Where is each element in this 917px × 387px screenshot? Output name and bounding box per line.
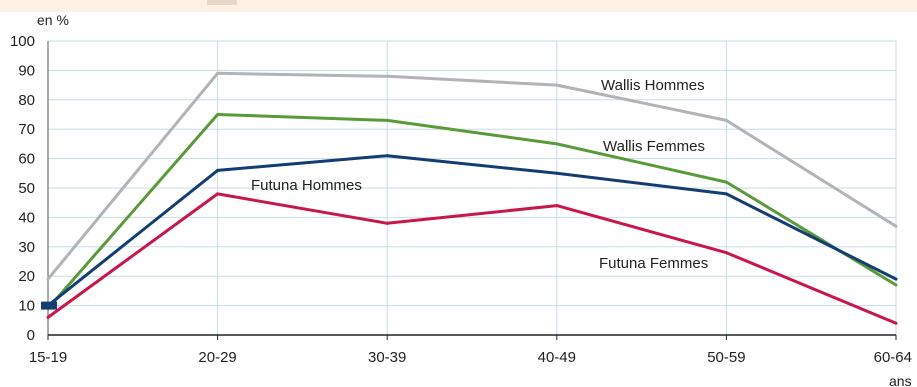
series-label: Futuna Femmes	[599, 255, 708, 272]
data-point	[385, 221, 389, 225]
data-point	[724, 180, 728, 184]
data-point	[216, 192, 220, 196]
y-tick-label: 70	[18, 121, 35, 138]
data-point	[216, 113, 220, 116]
x-tick-label: 60-64	[874, 349, 912, 366]
series-line-wallis-hommes	[46, 71, 897, 281]
data-point	[894, 321, 898, 325]
data-point	[894, 224, 898, 228]
data-point	[724, 192, 728, 196]
y-tick-label: 40	[18, 209, 35, 226]
y-axis-label: en %	[37, 12, 69, 28]
data-point	[385, 118, 389, 122]
series-line-wallis-femmes	[46, 113, 897, 310]
series-start-marker	[41, 301, 57, 310]
data-point	[894, 277, 898, 281]
x-tick-label: 40-49	[538, 349, 576, 366]
series-line-futuna-femmes	[47, 192, 897, 325]
y-tick-label: 90	[18, 62, 35, 79]
data-point	[724, 251, 728, 255]
series-label: Wallis Hommes	[601, 77, 705, 94]
y-tick-label: 10	[18, 298, 35, 315]
data-point	[385, 74, 389, 78]
x-tick-label: 50-59	[707, 349, 745, 366]
data-point	[216, 168, 220, 172]
x-tick-labels: 15-19 20-29 30-39 40-49 50-59 60-64	[29, 349, 912, 366]
y-tick-labels: 0 10 20 30 40 50 60 70 80 90 100	[10, 33, 35, 344]
x-axis-unit-label: ans	[889, 373, 912, 387]
data-point	[555, 142, 559, 146]
data-point	[894, 283, 898, 287]
grid	[48, 40, 897, 335]
data-point	[555, 171, 559, 175]
series-labels: Wallis Hommes Wallis Femmes Futuna Hommes F…	[251, 77, 708, 272]
y-tick-label: 30	[18, 239, 35, 256]
series-label: Futuna Hommes	[251, 177, 362, 194]
data-point	[555, 83, 559, 87]
y-tick-label: 0	[27, 327, 35, 344]
y-tick-label: 50	[18, 180, 35, 197]
x-tick-label: 15-19	[29, 349, 67, 366]
header-band-fragment	[207, 0, 237, 5]
x-tick-label: 20-29	[198, 349, 236, 366]
data-point	[555, 204, 559, 208]
data-point	[46, 277, 50, 281]
y-tick-label: 20	[18, 268, 35, 285]
series-line-futuna-hommes	[47, 154, 897, 307]
data-point	[216, 71, 220, 75]
y-tick-label: 60	[18, 151, 35, 168]
axes	[47, 41, 897, 340]
data-point	[385, 154, 389, 158]
x-tick-label: 30-39	[368, 349, 406, 366]
series-label: Wallis Femmes	[603, 138, 705, 155]
data-point	[46, 315, 50, 319]
series-lines	[41, 71, 898, 325]
data-point	[724, 118, 728, 122]
y-tick-label: 80	[18, 92, 35, 109]
y-tick-label: 100	[10, 33, 35, 50]
